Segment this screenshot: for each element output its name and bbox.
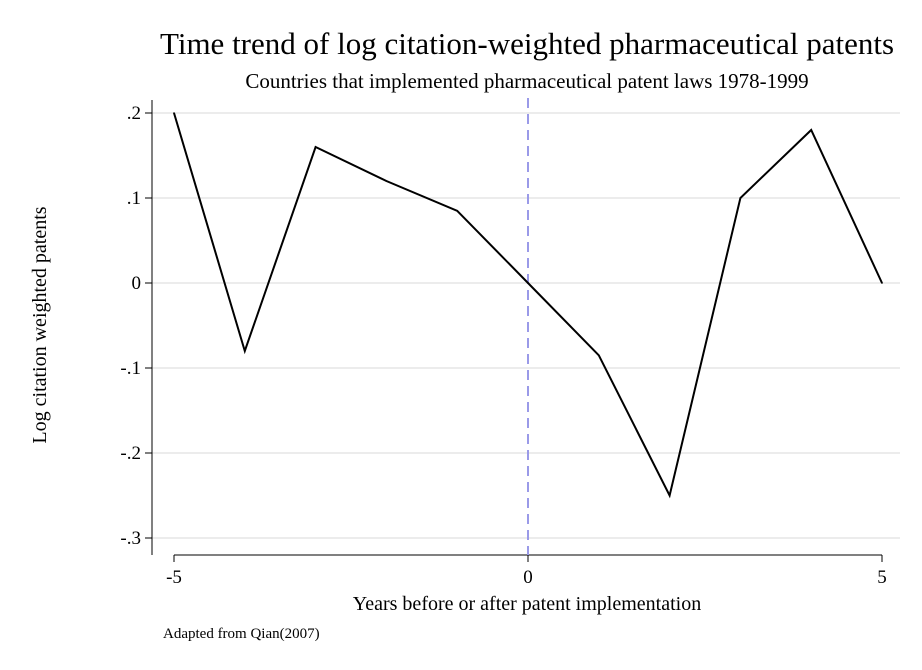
chart-title: Time trend of log citation-weighted phar… [160,26,894,61]
x-tick-label: 0 [523,567,533,588]
y-tick-label: -.1 [120,358,141,379]
y-tick-label: .1 [127,188,141,209]
x-tick-label: -5 [166,567,182,588]
data-point [244,350,246,352]
y-tick-label: 0 [132,273,142,294]
source-note: Adapted from Qian(2007) [163,626,320,642]
tick-labels: .2 .1 0 -.1 -.2 -.3 -5 0 5 [120,103,886,588]
grid-lines [152,113,900,538]
x-tick-label: 5 [877,567,887,588]
data-point [456,210,458,212]
data-point [740,197,742,199]
data-point [173,112,175,114]
data-point [810,129,812,131]
y-tick-label: .2 [127,103,141,124]
y-tick-label: -.2 [120,443,141,464]
y-tick-label: -.3 [120,528,141,549]
data-point [669,495,671,497]
data-point [598,354,600,356]
data-point [386,180,388,182]
data-point [315,146,317,148]
data-point [881,282,883,284]
x-axis-title: Years before or after patent implementat… [353,593,701,615]
y-axis-title: Log citation weighted patents [29,206,51,443]
chart-subtitle: Countries that implemented pharmaceutica… [245,69,808,93]
data-point [527,282,529,284]
